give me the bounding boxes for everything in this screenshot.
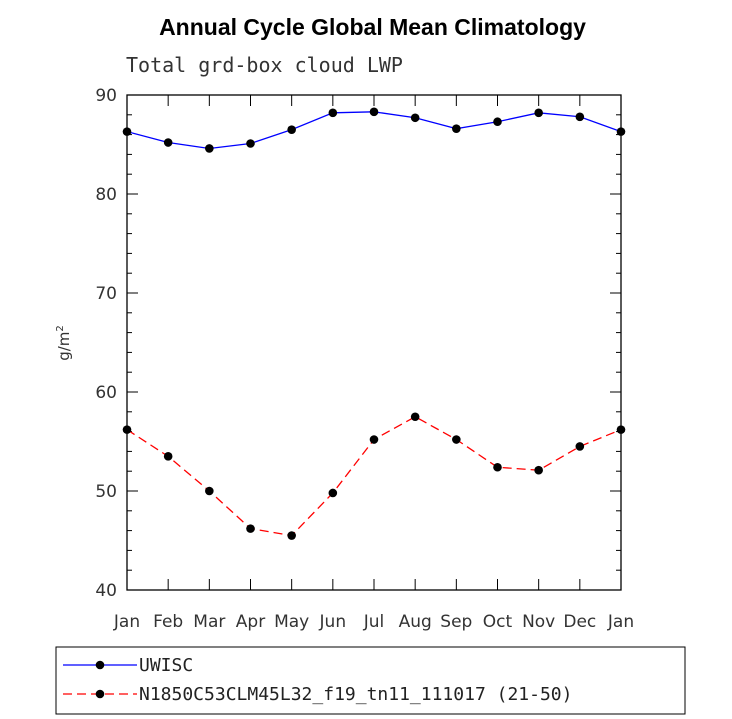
data-point: [246, 524, 255, 533]
x-tick-label: Mar: [193, 612, 225, 632]
x-tick-label: Jan: [113, 612, 140, 632]
data-point: [287, 125, 296, 134]
data-point: [328, 108, 338, 118]
y-tick-label: 70: [95, 284, 117, 304]
y-tick-label: 60: [95, 383, 117, 403]
chart-subtitle: Total grd-box cloud LWP: [126, 53, 403, 77]
x-tick-label: Oct: [483, 612, 513, 632]
y-tick-label: 40: [95, 581, 117, 601]
legend-label: N1850C53CLM45L32_f19_tn11_111017 (21-50): [139, 684, 572, 705]
legend-marker: [95, 660, 105, 670]
data-point: [205, 486, 214, 496]
legend: UWISC N1850C53CLM45L32_f19_tn11_111017 (2…: [55, 646, 686, 715]
data-point: [493, 117, 502, 127]
series-line-0: [126, 111, 622, 150]
x-axis-tick-labels: Jan Feb Mar Apr May Jun Jul Aug Sep Oct Nov Dec Jan: [113, 612, 634, 632]
data-point: [575, 112, 585, 122]
x-tick-label: Apr: [236, 612, 265, 632]
data-point: [205, 144, 214, 153]
data-point: [163, 138, 173, 147]
data-point: [410, 113, 420, 123]
legend-marker: [95, 689, 105, 699]
x-tick-label: Sep: [440, 612, 472, 632]
data-point: [369, 435, 379, 444]
x-tick-label: Nov: [522, 612, 555, 632]
data-point: [369, 107, 379, 117]
x-tick-label: Dec: [563, 612, 596, 632]
data-point: [452, 435, 461, 444]
y-axis-label: g/m2: [55, 325, 73, 361]
x-tick-label: Aug: [399, 612, 432, 632]
data-point: [287, 531, 296, 540]
y-tick-label: 50: [95, 482, 117, 502]
data-point: [246, 139, 255, 148]
y-tick-label: 90: [95, 86, 117, 106]
data-point: [534, 108, 543, 118]
x-tick-label: Feb: [153, 612, 183, 632]
data-point: [534, 465, 543, 475]
plot-frame: [126, 94, 622, 591]
data-point: [452, 124, 461, 133]
data-point: [163, 452, 173, 461]
axis-ticks: [126, 94, 622, 591]
legend-label: UWISC: [139, 655, 193, 676]
series-group: [122, 107, 626, 540]
chart-title: Annual Cycle Global Mean Climatology: [159, 14, 586, 40]
legend-box: [55, 646, 686, 715]
y-axis-tick-labels: 40 50 60 70 80 90: [95, 86, 117, 601]
data-point: [493, 462, 502, 472]
data-point: [410, 412, 420, 422]
x-tick-label: Jun: [319, 612, 347, 632]
series-line-1: [126, 416, 622, 537]
x-tick-label: May: [274, 612, 309, 632]
y-tick-label: 80: [95, 185, 117, 205]
data-point: [328, 488, 338, 498]
data-point: [575, 442, 585, 451]
x-tick-label: Jan: [607, 612, 634, 632]
x-tick-label: Jul: [363, 612, 385, 632]
